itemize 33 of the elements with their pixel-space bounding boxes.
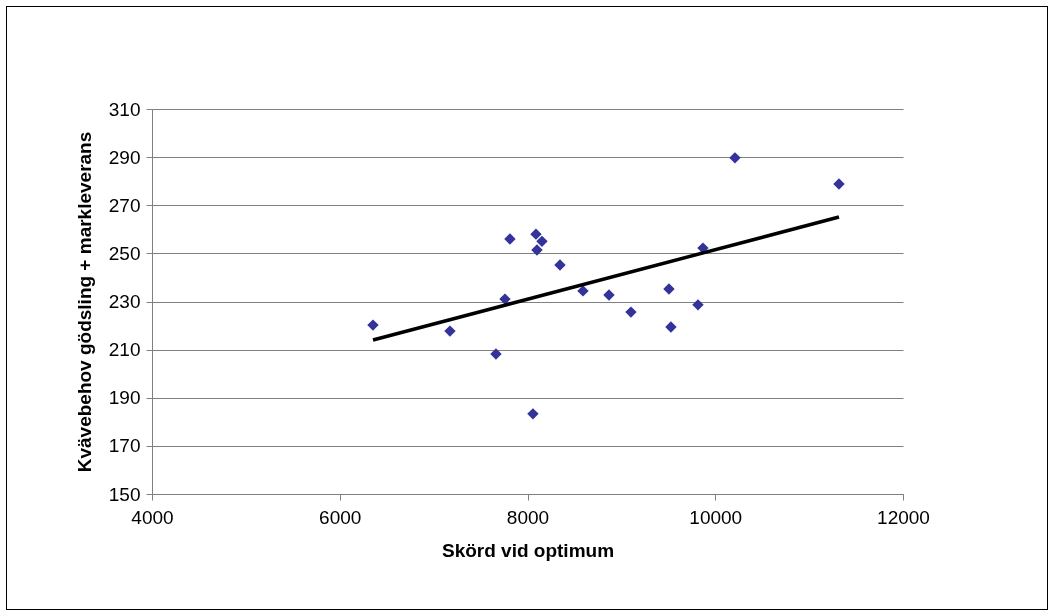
- point: [603, 289, 615, 301]
- point: [530, 228, 542, 240]
- y-tick-label: 150: [108, 483, 141, 505]
- point: [444, 325, 456, 337]
- point: [577, 285, 589, 297]
- point: [536, 235, 548, 248]
- y-tick-label: 210: [108, 339, 141, 361]
- point: [531, 244, 543, 256]
- x-tick-label: 8000: [506, 506, 550, 528]
- point: [625, 306, 637, 318]
- point: [554, 259, 566, 271]
- y-tick-label: 270: [108, 194, 141, 216]
- y-tick-label: 170: [108, 435, 141, 457]
- x-tick-label: 4000: [131, 506, 174, 528]
- x-tick-label: 12000: [877, 506, 930, 528]
- point: [665, 321, 677, 333]
- y-tick-label: 290: [108, 146, 141, 168]
- point: [504, 233, 516, 245]
- y-tick-label: 230: [108, 291, 141, 312]
- point: [833, 178, 845, 190]
- point: [663, 283, 675, 295]
- x-axis-title: Skörd vid optimum: [441, 539, 615, 561]
- y-tick-label: 310: [108, 98, 141, 120]
- point: [692, 299, 704, 311]
- point: [729, 152, 741, 164]
- x-tick-label: 6000: [319, 506, 362, 528]
- point: [367, 319, 379, 331]
- x-tick-label: 10000: [689, 506, 743, 528]
- point: [527, 408, 539, 420]
- y-tick-label: 250: [108, 242, 141, 264]
- y-tick-label: 190: [108, 387, 141, 409]
- point: [490, 348, 502, 360]
- y-axis-title: Kvävebehov gödsling + markleverans: [73, 131, 95, 473]
